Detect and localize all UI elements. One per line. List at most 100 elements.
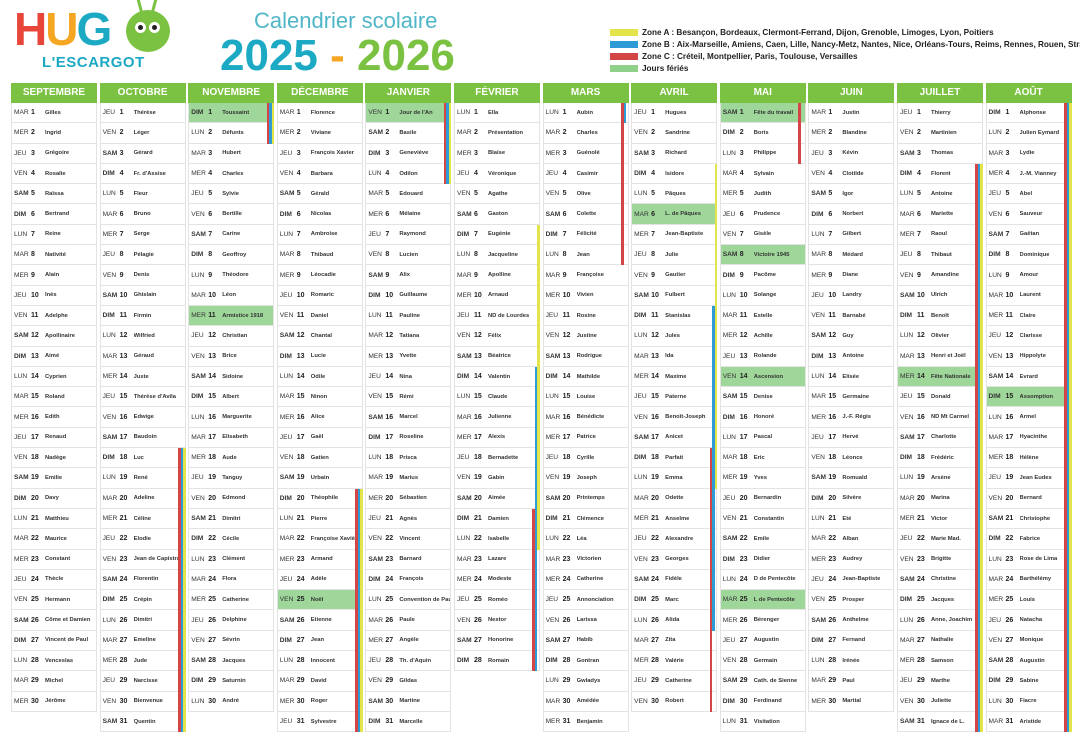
saint-name: Apollinaire xyxy=(45,332,75,339)
weekday: JEU xyxy=(899,535,913,543)
saint-name: Frédéric xyxy=(930,454,954,461)
day-number: 19 xyxy=(1005,474,1014,482)
weekday: MAR xyxy=(988,291,1004,299)
saint-name: Elisabeth xyxy=(222,434,248,441)
saint-name: Serge xyxy=(133,231,150,238)
day-cell: DIM 30 Ferdinand xyxy=(719,691,806,712)
day-number: 31 xyxy=(119,718,128,726)
weekday: LUN xyxy=(14,373,28,380)
saint-name: Norbert xyxy=(842,211,864,218)
weekday: SAM xyxy=(456,636,472,644)
saint-name: Fleur xyxy=(133,190,148,197)
day-number: 22 xyxy=(916,535,925,543)
saint-name: Clémence xyxy=(576,515,604,522)
day-cell: DIM 18 Parfait xyxy=(631,448,718,469)
day-number: 12 xyxy=(473,332,482,340)
weekday: MER xyxy=(988,454,1004,462)
day-cell: MAR 5 Édouard xyxy=(365,184,452,205)
saint-name: Bienvenue xyxy=(133,698,163,705)
day-number: 20 xyxy=(562,494,571,502)
day-cell: VEN 23 Jean de Capistran xyxy=(99,549,186,570)
saint-name: Thècle xyxy=(45,576,64,583)
weekday: DIM xyxy=(988,393,1001,401)
saint-name: Armistice 1918 xyxy=(222,312,264,319)
day-number: 17 xyxy=(31,433,39,441)
day-cell: MAR 27 Emeline xyxy=(99,630,186,652)
day-number: 18 xyxy=(119,454,128,462)
day-number: 22 xyxy=(296,535,305,543)
day-cell: MER 26 Bérenger xyxy=(719,610,806,631)
weekday: DIM xyxy=(14,636,27,644)
weekday: MAR xyxy=(988,575,1004,583)
month-août: AOÛT DIM 1 Alphonse LUN 2 Julien Eymard MAR 3 Lyd… xyxy=(985,83,1072,733)
saint-name: Roseline xyxy=(399,434,424,441)
weekday: VEN xyxy=(102,129,117,137)
weekday: SAM xyxy=(14,332,29,340)
weekday: VEN xyxy=(14,312,28,320)
saint-name: Charles xyxy=(576,129,598,136)
day-number: 30 xyxy=(562,697,571,705)
day-number: 27 xyxy=(651,636,659,644)
day-cell: VEN 9 Amandine xyxy=(896,265,983,286)
day-number: 14 xyxy=(916,373,925,380)
weekday: SAM xyxy=(279,616,295,624)
month-décembre: DÉCEMBRE MAR 1 Florence MER 2 Viviane JEU 3 Franç… xyxy=(276,83,363,733)
weekday: MAR xyxy=(279,535,295,543)
saint-name: Edith xyxy=(45,414,60,421)
day-cell: MAR 26 Paule xyxy=(365,610,452,631)
weekday: LUN xyxy=(14,515,28,523)
day-cell: MER 2 Ingrid xyxy=(11,123,97,144)
weekday: DIM xyxy=(102,312,115,320)
school-year: 2025 - 2026 xyxy=(220,34,455,78)
day-cell: MAR 6 Mariette xyxy=(896,204,983,225)
day-number: 26 xyxy=(385,616,394,624)
weekday: JEU xyxy=(279,433,293,441)
day-number: 22 xyxy=(562,535,571,543)
weekday: MER xyxy=(545,291,561,299)
weekday: JEU xyxy=(988,616,1001,624)
day-cell: DIM 10 Guillaume xyxy=(365,285,452,306)
saint-name: Visitation xyxy=(753,718,780,725)
day-cell: VEN 15 Rémi xyxy=(365,387,452,408)
saint-name: Renaud xyxy=(45,434,67,441)
day-number: 20 xyxy=(385,494,394,502)
weekday: LUN xyxy=(988,697,1002,705)
day-cell: DIM 18 Frédéric xyxy=(896,448,983,469)
weekday: MAR xyxy=(14,677,29,685)
day-number: 17 xyxy=(385,433,394,441)
weekday: DIM xyxy=(368,575,381,583)
day-cell: DIM 14 Mathilde xyxy=(542,366,629,388)
weekday: VEN xyxy=(811,312,825,320)
weekday: VEN xyxy=(102,271,117,279)
saint-name: Georges xyxy=(665,556,689,563)
saint-name: Rosine xyxy=(576,312,596,319)
weekday: VEN xyxy=(368,677,382,685)
month-header: JUIN xyxy=(808,83,895,103)
day-cell: MAR 2 Présentation xyxy=(453,123,540,144)
day-number: 30 xyxy=(385,697,394,705)
saint-name: Abel xyxy=(1019,190,1033,197)
saint-name: Emile xyxy=(753,535,770,542)
saint-name: Sauveur xyxy=(1019,211,1043,218)
day-number: 16 xyxy=(562,413,571,421)
weekday: JEU xyxy=(634,677,647,685)
weekday: SAM xyxy=(811,616,826,624)
weekday: DIM xyxy=(722,129,735,137)
saint-name: Paule xyxy=(399,617,415,624)
day-cell: LUN 18 Prisca xyxy=(365,448,452,469)
saint-name: Anicet xyxy=(665,434,683,441)
day-cell: MER 14 Fête Nationale xyxy=(896,366,983,388)
day-cell: LUN 1 Ella xyxy=(453,103,540,124)
saint-name: Firmin xyxy=(133,312,152,319)
day-number: 11 xyxy=(385,312,393,320)
day-cell: VEN 21 Constantin xyxy=(719,508,806,530)
day-number: 13 xyxy=(828,352,837,360)
day-cell: MER 14 Juste xyxy=(99,366,186,388)
saint-name: Constantin xyxy=(753,515,785,522)
saint-name: Rosalie xyxy=(45,170,66,177)
day-cell: LUN 9 Théodore xyxy=(188,265,275,286)
day-number: 24 xyxy=(208,575,216,583)
day-number: 4 xyxy=(1005,170,1010,178)
weekday: DIM xyxy=(634,454,647,462)
weekday: SAM xyxy=(634,291,649,299)
